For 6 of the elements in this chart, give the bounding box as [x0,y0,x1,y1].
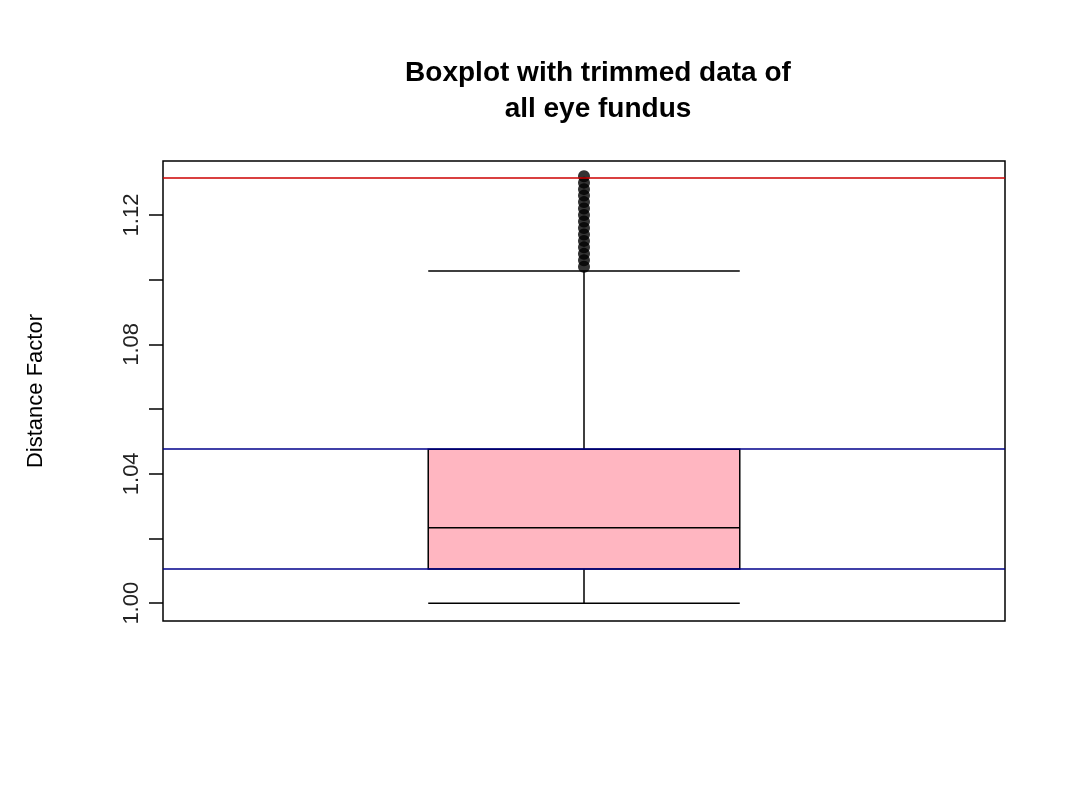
y-tick-label: 1.12 [117,193,143,237]
y-tick-label: 1.04 [117,452,143,496]
y-axis-title: Distance Factor [21,313,47,469]
y-tick-label: 1.00 [117,581,143,625]
chart-title: Boxplot with trimmed data of all eye fundus [405,55,792,123]
y-tick-label: 1.08 [117,323,143,366]
